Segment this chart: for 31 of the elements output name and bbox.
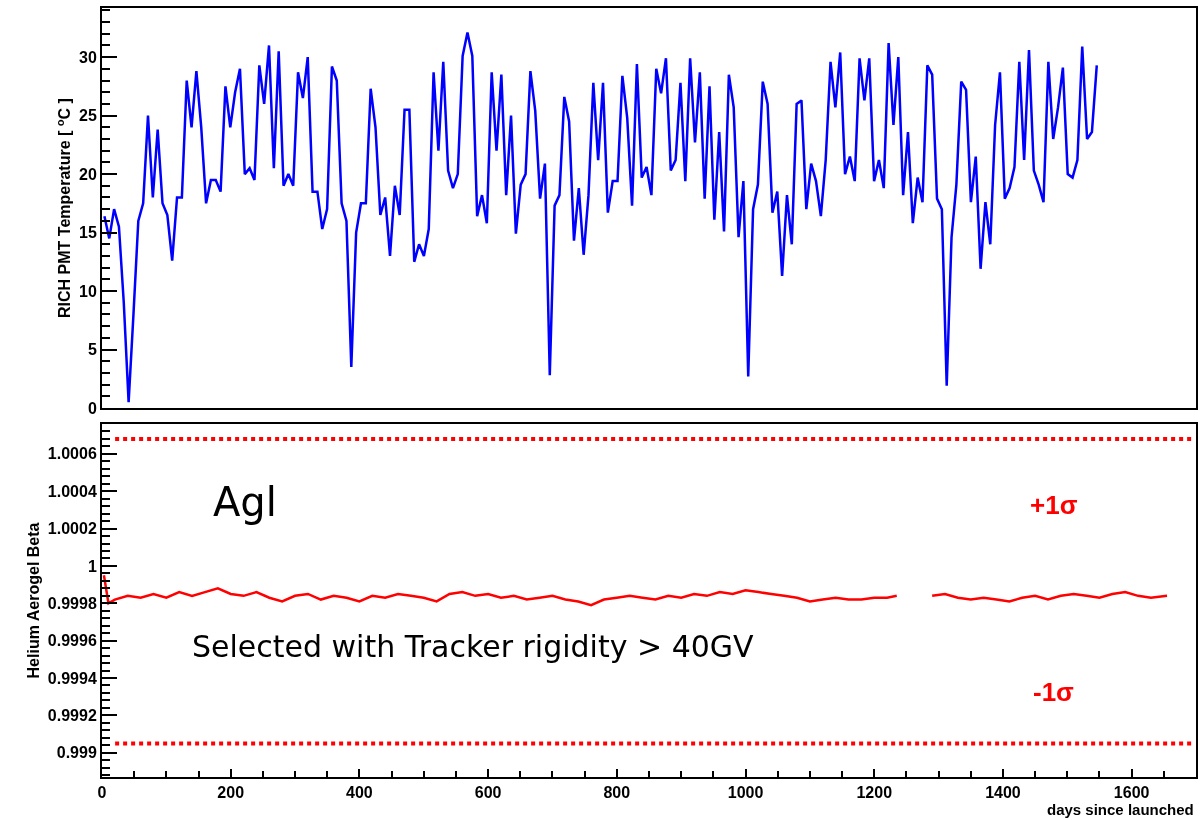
x-axis-title: days since launched — [1047, 801, 1194, 818]
y-tick-label: 0.9994 — [47, 669, 97, 687]
x-tick-label: 800 — [603, 784, 631, 802]
x-tick-label: 600 — [474, 784, 502, 802]
y-axis-title: Helium Aerogel Beta — [25, 522, 43, 679]
y-tick-label: 1.0004 — [47, 482, 97, 500]
y-tick-label: 20 — [79, 165, 97, 183]
y-tick-label: 0.9996 — [47, 632, 97, 650]
y-tick-label: 1 — [87, 557, 97, 575]
x-tick-label: 1400 — [985, 784, 1021, 802]
annotation: Agl — [213, 479, 277, 525]
annotation: Selected with Tracker rigidity > 40GV — [192, 629, 755, 664]
y-tick-label: 0.9998 — [47, 594, 97, 612]
y-tick-label: 15 — [79, 224, 97, 242]
ref-line-label: -1σ — [1033, 677, 1075, 707]
y-tick-label: 30 — [79, 48, 97, 66]
y-tick-label: 0.999 — [56, 744, 97, 762]
x-tick-label: 400 — [346, 784, 373, 802]
y-tick-label: 10 — [79, 282, 97, 300]
line-series — [103, 31, 1099, 404]
x-tick-label: 1200 — [856, 784, 893, 802]
x-tick-label: 200 — [217, 784, 245, 802]
y-tick-label: 1.0002 — [47, 520, 97, 538]
x-tick-label: 1600 — [1113, 784, 1150, 802]
y-tick-label: 0.9992 — [47, 706, 97, 724]
x-tick-label: 1000 — [727, 784, 764, 802]
y-tick-label: 25 — [79, 107, 97, 125]
y-tick-label: 5 — [87, 341, 97, 359]
y-tick-label: 0 — [87, 399, 97, 417]
ref-line-label: +1σ — [1030, 490, 1078, 520]
y-tick-label: 1.0006 — [47, 445, 97, 463]
